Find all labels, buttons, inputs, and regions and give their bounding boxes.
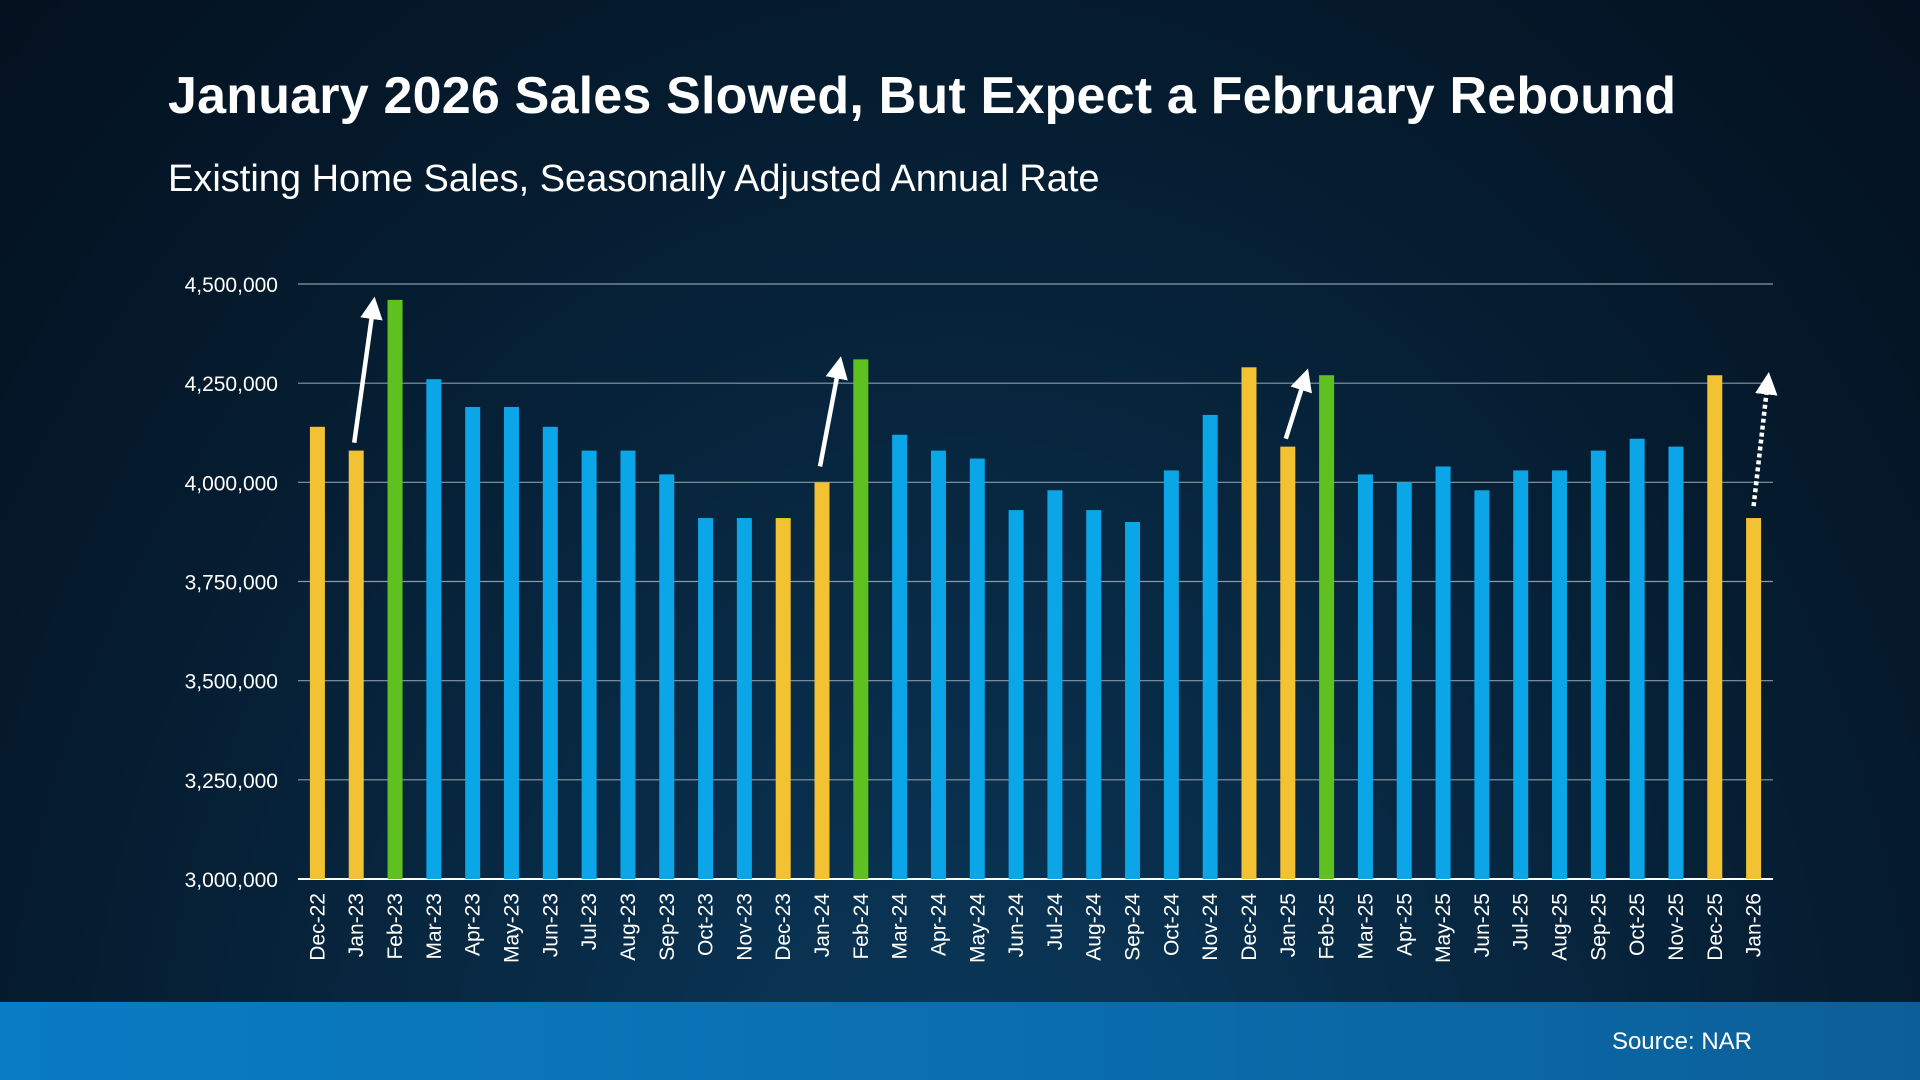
y-tick-label: 3,250,000 <box>185 770 278 793</box>
y-tick-label: 3,000,000 <box>185 869 278 892</box>
bar-feb-25 <box>1319 375 1335 879</box>
bar-aug-25 <box>1552 470 1568 879</box>
x-tick-label: Feb-25 <box>1316 893 1339 960</box>
x-tick-label: Nov-23 <box>733 893 756 961</box>
bar-jul-25 <box>1513 470 1529 879</box>
x-tick-label: Apr-24 <box>927 893 950 956</box>
x-tick-label: Oct-25 <box>1626 893 1649 956</box>
bar-dec-24 <box>1241 367 1257 879</box>
y-tick-label: 3,750,000 <box>185 572 278 595</box>
bar-jan-24 <box>814 482 830 879</box>
x-tick-label: Jul-24 <box>1044 893 1067 951</box>
bar-jul-23 <box>581 450 597 879</box>
x-tick-label: Jul-23 <box>578 893 601 950</box>
x-tick-label: Dec-25 <box>1704 893 1727 961</box>
bar-jan-26 <box>1746 518 1762 879</box>
x-tick-label: Apr-23 <box>462 893 485 956</box>
x-tick-label: Sep-24 <box>1122 893 1145 961</box>
x-tick-label: Feb-23 <box>384 893 407 960</box>
trend-arrow <box>1751 371 1778 507</box>
x-tick-label: May-24 <box>966 893 989 963</box>
x-tick-label: Jan-26 <box>1743 893 1766 957</box>
x-tick-label: Mar-24 <box>889 893 912 960</box>
bar-jun-23 <box>542 426 558 879</box>
bar-mar-24 <box>892 434 908 879</box>
bar-nov-24 <box>1202 414 1218 879</box>
x-tick-label: Dec-24 <box>1238 893 1261 961</box>
bar-jun-25 <box>1474 490 1490 879</box>
x-tick-label: Jan-25 <box>1277 893 1300 957</box>
x-tick-label: May-23 <box>500 893 523 963</box>
x-tick-label: Sep-23 <box>656 893 679 961</box>
bar-may-24 <box>969 458 985 879</box>
bar-oct-25 <box>1629 438 1645 879</box>
x-tick-label: Dec-23 <box>772 893 795 961</box>
x-tick-label: Feb-24 <box>850 893 873 960</box>
x-tick-label: Apr-25 <box>1393 893 1416 956</box>
x-tick-label: Mar-25 <box>1354 893 1377 960</box>
trend-arrow <box>817 356 848 467</box>
bar-dec-25 <box>1707 375 1723 879</box>
y-tick-label: 4,500,000 <box>185 274 278 297</box>
x-axis-ticks: Dec-22 Jan-23 Feb-23 Mar-23 Apr-23 May-23 Jun-… <box>306 893 1765 963</box>
bar-jul-24 <box>1047 490 1063 879</box>
bar-jan-25 <box>1280 446 1296 879</box>
x-tick-label: Jul-25 <box>1510 893 1533 950</box>
x-tick-label: Aug-25 <box>1549 893 1572 961</box>
bar-sep-25 <box>1590 450 1606 879</box>
bar-chart: 3,000,000 3,250,000 3,500,000 3,750,000 4,00… <box>185 274 1778 963</box>
chart-subtitle: Existing Home Sales, Seasonally Adjusted… <box>168 158 1100 200</box>
bar-nov-23 <box>736 518 752 879</box>
x-tick-label: Nov-24 <box>1199 893 1222 961</box>
bar-jan-23 <box>348 450 364 879</box>
bar-oct-24 <box>1163 470 1179 879</box>
x-tick-label: Jun-24 <box>1005 893 1028 958</box>
bar-mar-25 <box>1357 474 1373 879</box>
footer-bar: Source: NAR <box>0 1002 1920 1080</box>
grid-lines <box>298 283 1773 880</box>
bar-oct-23 <box>698 518 714 879</box>
bar-sep-23 <box>659 474 675 879</box>
bar-feb-23 <box>387 299 403 879</box>
bar-aug-23 <box>620 450 636 879</box>
x-tick-label: May-25 <box>1432 893 1455 963</box>
x-tick-label: Sep-25 <box>1587 893 1610 961</box>
x-tick-label: Jan-24 <box>811 893 834 958</box>
x-tick-label: Jun-25 <box>1471 893 1494 957</box>
x-tick-label: Jun-23 <box>539 893 562 957</box>
y-tick-label: 4,250,000 <box>185 373 278 396</box>
x-tick-label: Oct-23 <box>695 893 718 956</box>
trend-arrow <box>351 296 383 443</box>
bar-feb-24 <box>853 359 869 879</box>
bar-mar-23 <box>426 379 442 879</box>
bar-jun-24 <box>1008 510 1024 879</box>
x-tick-label: Aug-24 <box>1083 893 1106 961</box>
bar-may-23 <box>503 406 519 879</box>
trend-arrow <box>1283 368 1312 440</box>
bar-may-25 <box>1435 466 1451 879</box>
bar-apr-25 <box>1396 482 1412 879</box>
chart-title: January 2026 Sales Slowed, But Expect a … <box>168 67 1677 125</box>
y-tick-label: 4,000,000 <box>185 472 278 495</box>
bar-dec-22 <box>309 426 325 879</box>
bar-apr-23 <box>465 406 481 879</box>
bar-aug-24 <box>1086 510 1102 879</box>
x-tick-label: Jan-23 <box>345 893 368 957</box>
bar-apr-24 <box>930 450 946 879</box>
x-tick-label: Dec-22 <box>306 893 329 961</box>
source-note: Source: NAR <box>1611 1028 1752 1055</box>
bar-nov-25 <box>1668 446 1684 879</box>
y-axis-ticks: 3,000,000 3,250,000 3,500,000 3,750,000 4,00… <box>185 274 278 892</box>
x-tick-label: Aug-23 <box>617 893 640 961</box>
bars <box>309 299 1762 879</box>
x-tick-label: Oct-24 <box>1160 893 1183 956</box>
y-tick-label: 3,500,000 <box>185 671 278 694</box>
arrow-annotations <box>351 296 1778 507</box>
x-tick-label: Mar-23 <box>423 893 446 960</box>
bar-sep-24 <box>1125 522 1141 879</box>
bar-dec-23 <box>775 518 791 879</box>
x-tick-label: Nov-25 <box>1665 893 1688 961</box>
